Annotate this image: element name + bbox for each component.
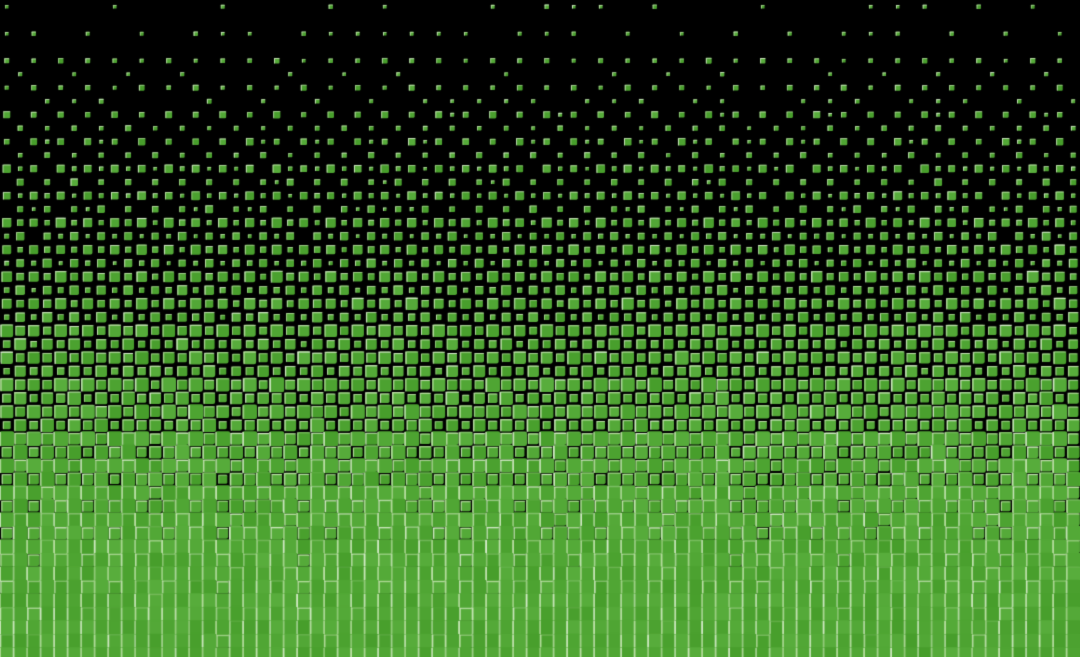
halftone-pattern-canvas — [0, 0, 1080, 657]
halftone-artwork — [0, 0, 1080, 657]
